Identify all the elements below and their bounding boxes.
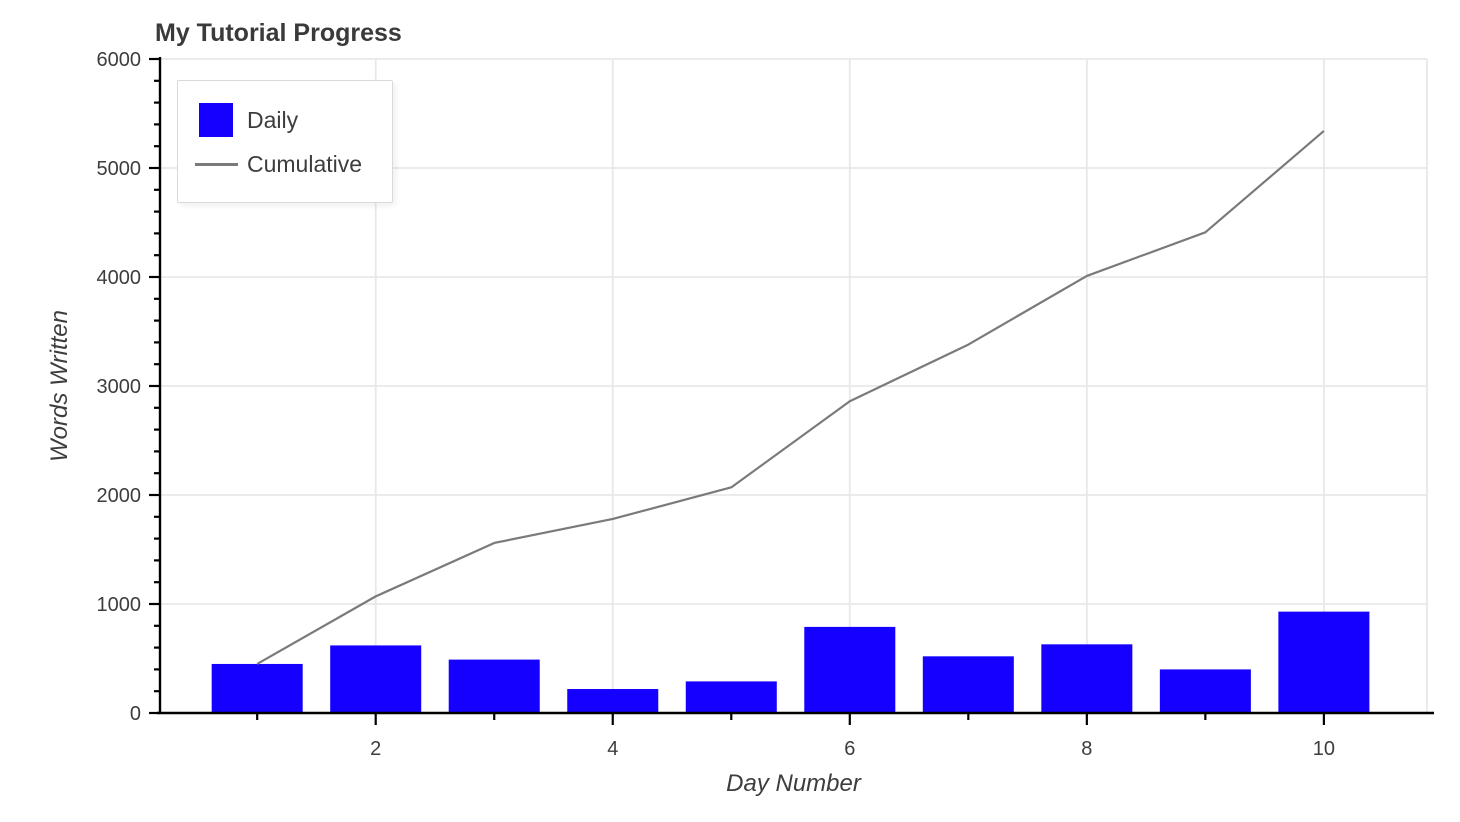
legend-item-cumulative: Cumulative	[178, 147, 392, 181]
bar-day-2	[330, 645, 422, 713]
x-tick-label: 2	[370, 738, 381, 760]
x-tick-label: 10	[1313, 738, 1335, 760]
legend-box: Daily Cumulative	[177, 80, 393, 203]
daily-bar-swatch-icon	[199, 103, 233, 137]
bar-day-4	[567, 689, 659, 713]
chart-title: My Tutorial Progress	[155, 19, 402, 47]
bar-day-6	[804, 626, 896, 713]
y-tick-label: 0	[130, 703, 141, 725]
bar-day-8	[1041, 644, 1133, 713]
x-tick-label: 4	[607, 738, 618, 760]
y-tick-label: 4000	[97, 267, 142, 289]
x-tick-label: 6	[844, 738, 855, 760]
legend-label-cumulative: Cumulative	[247, 151, 363, 177]
legend-label-daily: Daily	[247, 107, 299, 133]
bar-day-3	[448, 659, 540, 713]
legend-item-daily: Daily	[178, 103, 392, 137]
y-tick-label: 3000	[97, 376, 142, 398]
y-axis-label: Words Written	[46, 309, 73, 463]
cumulative-line-swatch-icon	[195, 163, 238, 166]
y-tick-label: 5000	[97, 158, 142, 180]
bar-day-5	[685, 681, 777, 713]
y-tick-label: 1000	[97, 594, 142, 616]
bar-day-1	[211, 663, 303, 713]
x-tick-label: 8	[1081, 738, 1092, 760]
x-axis-label: Day Number	[726, 770, 861, 797]
cumulative-line	[256, 130, 1325, 665]
bar-day-10	[1278, 611, 1370, 713]
bar-day-7	[922, 656, 1014, 713]
bar-day-9	[1159, 669, 1251, 713]
y-tick-label: 6000	[97, 49, 142, 71]
y-tick-label: 2000	[97, 485, 142, 507]
